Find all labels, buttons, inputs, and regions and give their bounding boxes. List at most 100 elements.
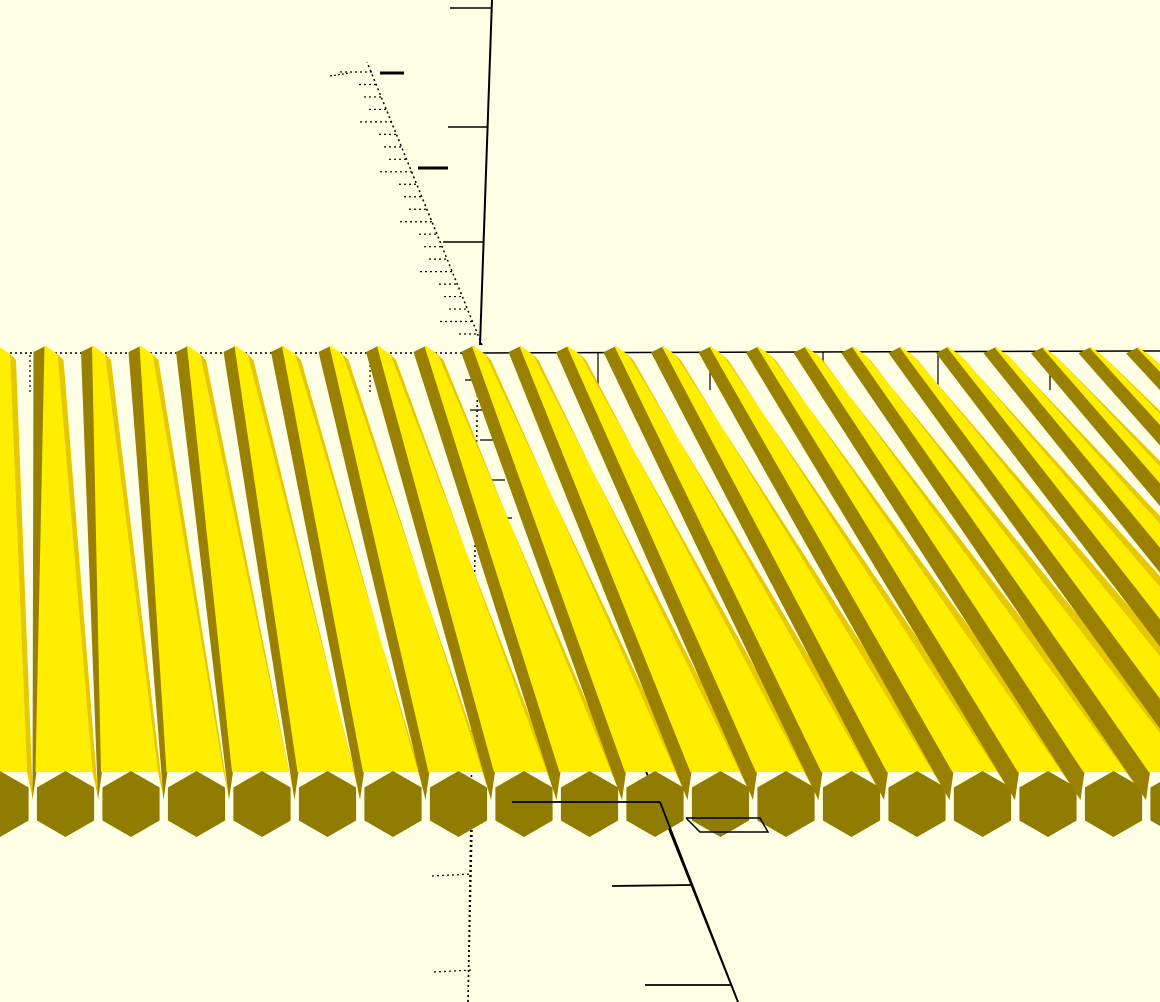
dotted-tick xyxy=(329,72,351,77)
prism-end-cap xyxy=(953,771,1012,837)
prism-face-left xyxy=(271,346,364,800)
hex-prism xyxy=(32,345,99,837)
hex-prism xyxy=(983,346,1160,573)
y-axis-tick xyxy=(611,884,693,887)
prism-end-cap xyxy=(1019,771,1077,837)
prism-face-left xyxy=(983,347,1160,573)
prism-edge-highlight xyxy=(329,345,431,773)
prism-edge-highlight xyxy=(234,345,300,773)
prism-face-left xyxy=(651,346,888,800)
prism-edge-highlight xyxy=(709,346,955,773)
prism-face-left xyxy=(698,346,954,800)
prism-face-left xyxy=(176,346,233,800)
prism-end-cap xyxy=(167,771,226,837)
hex-prism xyxy=(1031,346,1160,507)
prism-face-left xyxy=(461,346,626,800)
prism-face-right xyxy=(10,354,33,800)
prism-edge-highlight xyxy=(947,346,1160,620)
prism-end-cap xyxy=(560,771,619,837)
hex-prism xyxy=(128,345,230,837)
hex-prism xyxy=(888,346,1160,729)
prism-end-cap xyxy=(364,771,422,837)
y-axis-negative-dotted xyxy=(366,61,483,346)
hex-prism xyxy=(271,345,426,837)
prism-face-left xyxy=(841,346,1150,800)
prism-face-left xyxy=(128,346,168,800)
prism-face-lit xyxy=(188,346,289,772)
prism-face-left xyxy=(793,346,1085,800)
prism-edge-highlight xyxy=(899,346,1160,699)
prism-face-left xyxy=(1078,347,1160,446)
hex-prism xyxy=(81,345,164,837)
hex-prism xyxy=(461,345,688,837)
prism-edge-highlight xyxy=(377,345,496,773)
prism-end-cap xyxy=(102,771,160,837)
prism-end-cap xyxy=(757,771,815,837)
hex-prism xyxy=(603,345,885,837)
hex-prism xyxy=(936,346,1160,647)
prism-edge-highlight xyxy=(1042,346,1160,484)
prism-edge-highlight xyxy=(614,345,824,773)
prism-end-cap xyxy=(429,771,488,837)
prism-face-lit xyxy=(235,346,355,772)
prism-face-lit xyxy=(330,346,486,772)
hex-prism xyxy=(651,345,950,837)
hex-prism xyxy=(508,345,754,837)
prism-face-left xyxy=(1126,347,1160,391)
prism-edge-highlight xyxy=(852,346,1151,773)
prism-face-left xyxy=(318,346,430,800)
prism-end-cap xyxy=(822,771,881,837)
hex-prism xyxy=(1126,346,1160,391)
hex-prism xyxy=(413,345,623,837)
prism-face-left xyxy=(746,346,1019,800)
prism-face-lit xyxy=(378,346,551,772)
hex-prism xyxy=(223,345,361,837)
prism-face-left xyxy=(888,346,1160,729)
prism-face-right xyxy=(57,354,99,800)
prism-end-cap xyxy=(0,771,29,837)
prism-edge-highlight xyxy=(519,345,693,773)
z-axis-tick xyxy=(433,969,473,973)
prism-face-left xyxy=(556,346,757,800)
prism-face-left xyxy=(413,346,561,800)
hex-prism xyxy=(366,345,557,837)
prism-edge-highlight xyxy=(804,346,1086,773)
prism-edge-highlight xyxy=(282,345,365,773)
hex-prism xyxy=(176,345,295,837)
hex-prism xyxy=(0,347,33,837)
prism-face-left xyxy=(508,346,692,800)
prism-face-left xyxy=(1031,347,1160,507)
axes-front xyxy=(431,801,770,1002)
prism-edge-highlight xyxy=(1089,346,1160,426)
prism-end-cap xyxy=(233,771,291,837)
prism-face-lit xyxy=(0,347,27,772)
prism-edge-highlight xyxy=(92,345,103,773)
prism-end-cap xyxy=(1150,781,1160,827)
prism-end-cap xyxy=(495,771,553,837)
prism-face-right xyxy=(1150,355,1160,366)
prism-face-right xyxy=(152,354,230,800)
prism-edge-highlight xyxy=(424,345,562,773)
prism-face-left xyxy=(223,346,299,800)
prism-edge-highlight xyxy=(757,346,1020,773)
prism-end-cap xyxy=(691,771,750,837)
prism-end-cap xyxy=(36,771,95,837)
model-prisms xyxy=(0,345,1160,837)
z-axis-tick xyxy=(431,873,473,877)
z-axis-negative-dotted xyxy=(467,829,473,1002)
prism-face-lit xyxy=(283,346,420,772)
prism-face-left xyxy=(81,346,102,800)
hex-prism xyxy=(841,346,1160,827)
prism-edge-highlight xyxy=(662,345,889,773)
prism-face-left xyxy=(603,346,823,800)
hex-prism xyxy=(1078,346,1160,446)
prism-face-lit xyxy=(853,346,1160,772)
prism-edge-highlight xyxy=(187,345,234,773)
prism-face-left xyxy=(366,346,495,800)
prism-edge-highlight xyxy=(35,345,47,773)
prism-face-lit xyxy=(93,346,158,772)
hex-prism xyxy=(318,345,492,837)
z-axis-positive xyxy=(479,0,493,346)
